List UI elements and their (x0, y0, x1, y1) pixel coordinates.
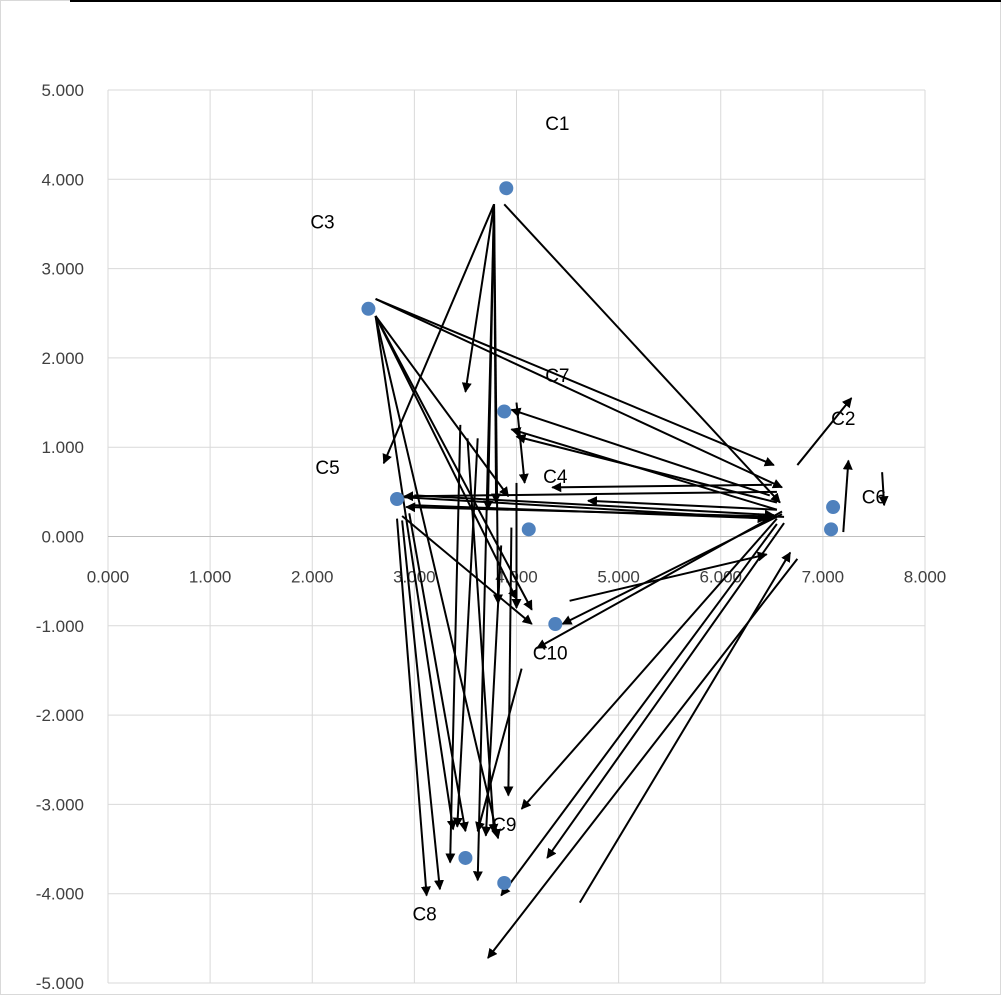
arrow (374, 315, 533, 611)
arrow (878, 472, 889, 507)
point-label: C5 (315, 458, 339, 479)
y-tick-label: 1.000 (41, 438, 84, 457)
axis-tick-labels: 5.000 4.000 3.000 2.000 1.000 0.000 -1.000 -2.0… (36, 81, 946, 993)
arrow (408, 513, 469, 833)
x-tick-label: 6.000 (699, 568, 742, 587)
arrow (481, 545, 503, 837)
y-tick-label: 2.000 (41, 349, 84, 368)
arrow (472, 204, 496, 882)
arrow (396, 518, 431, 897)
arrows-layer (374, 203, 889, 959)
data-point (499, 181, 514, 196)
arrow (487, 558, 799, 959)
point-label: C3 (310, 212, 334, 233)
arrow (510, 427, 778, 511)
arrow (375, 298, 775, 467)
x-tick-label: 1.000 (189, 568, 232, 587)
arrow (546, 522, 785, 859)
x-tick-label: 5.000 (597, 568, 640, 587)
arrow (374, 315, 518, 600)
arrow (503, 203, 781, 504)
x-tick-label: 0.000 (87, 568, 130, 587)
x-tick-label: 2.000 (291, 568, 334, 587)
y-tick-label: -4.000 (36, 885, 84, 904)
arrow (520, 517, 778, 810)
y-tick-label: 5.000 (41, 81, 84, 100)
arrow (493, 204, 504, 605)
data-point (521, 522, 536, 537)
y-tick-label: -1.000 (36, 617, 84, 636)
x-tick-label: 7.000 (802, 568, 845, 587)
data-point (824, 522, 839, 537)
y-tick-label: 3.000 (41, 260, 84, 279)
arrow (586, 496, 777, 511)
data-point (497, 875, 512, 890)
arrow (515, 402, 529, 484)
y-tick-label: -5.000 (36, 974, 84, 993)
arrow (382, 203, 495, 465)
arrow (445, 424, 462, 864)
point-label: C1 (545, 114, 569, 135)
data-point (458, 850, 473, 865)
arrow (569, 551, 768, 602)
arrow (500, 523, 778, 897)
data-point (826, 500, 841, 515)
y-tick-label: -3.000 (36, 795, 84, 814)
arrow (375, 298, 783, 489)
arrow (452, 438, 479, 828)
arrow (796, 397, 853, 466)
y-tick-label: -2.000 (36, 706, 84, 725)
x-tick-label: 8.000 (904, 568, 947, 587)
arrow (461, 204, 496, 393)
point-label: C6 (862, 487, 886, 508)
arrow (374, 315, 501, 840)
data-point (497, 404, 512, 419)
arrow (374, 315, 510, 498)
point-labels-layer: C1 C3 C7 C2 C5 C4 C6 C10 C9 C8 (310, 114, 886, 925)
arrow (510, 407, 771, 497)
arrow (374, 315, 457, 831)
arrow (578, 551, 792, 904)
points-layer (361, 181, 841, 890)
point-label: C10 (533, 644, 568, 665)
data-point (361, 301, 376, 316)
arrow (503, 527, 514, 797)
arrow (475, 668, 523, 833)
y-tick-label: 4.000 (41, 170, 84, 189)
data-point (548, 617, 563, 632)
point-label: C8 (412, 904, 436, 925)
point-label: C9 (492, 815, 516, 836)
data-point (390, 491, 405, 506)
point-label: C2 (831, 409, 855, 430)
y-tick-label: 0.000 (41, 528, 84, 547)
arrow (551, 482, 772, 493)
arrow (842, 459, 853, 533)
point-label: C7 (545, 366, 569, 387)
arrow (403, 490, 777, 502)
point-label: C4 (543, 467, 568, 488)
arrow (401, 520, 444, 891)
arrow (404, 496, 768, 524)
